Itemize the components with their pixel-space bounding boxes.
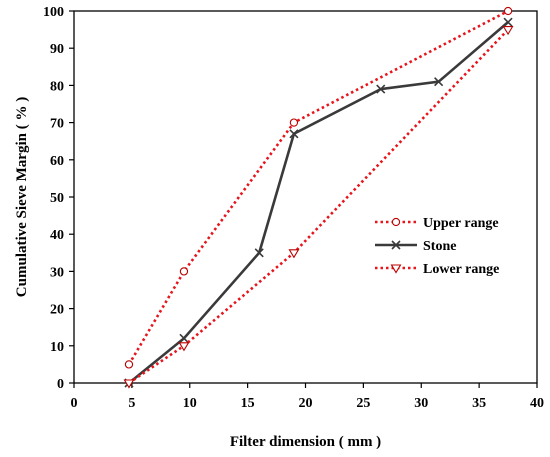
y-tick-label-80: 80 — [50, 79, 64, 94]
legend-marker-upper-range — [391, 217, 401, 227]
legend-label-upper-range: Upper range — [423, 216, 499, 231]
y-tick-label-40: 40 — [50, 228, 64, 243]
marker-upper-range-0 — [124, 360, 134, 369]
marker-lower-range-0 — [123, 379, 135, 389]
y-tick-label-70: 70 — [50, 117, 64, 132]
legend-marker-stone — [391, 240, 401, 250]
x-tick-label-15: 15 — [241, 396, 255, 411]
y-tick-label-60: 60 — [50, 154, 64, 169]
y-tick-label-10: 10 — [50, 340, 64, 355]
marker-upper-range-1 — [179, 267, 189, 276]
x-tick-label-10: 10 — [183, 396, 197, 411]
legend-label-lower-range: Lower range — [423, 262, 499, 277]
marker-stone-4 — [376, 84, 386, 94]
marker-stone-2 — [254, 248, 264, 258]
x-tick-label-0: 0 — [71, 396, 78, 411]
marker-upper-range-2 — [289, 118, 299, 127]
marker-lower-range-3 — [502, 26, 514, 36]
y-tick-label-20: 20 — [50, 303, 64, 318]
plot-area: 0 5 10 15 20 25 30 35 40 0 10 20 30 40 50 60 70 80 90 100 Up… — [43, 5, 544, 411]
y-tick-label-0: 0 — [57, 377, 64, 392]
marker-stone-3 — [289, 129, 299, 139]
x-tick-label-25: 25 — [356, 396, 370, 411]
legend-label-stone: Stone — [423, 239, 456, 254]
plot-frame — [73, 10, 538, 384]
legend-marker-lower-range — [390, 264, 402, 274]
x-tick-label-20: 20 — [299, 396, 313, 411]
series-line-stone — [128, 21, 509, 385]
x-tick-label-40: 40 — [530, 396, 544, 411]
x-tick-label-5: 5 — [128, 396, 135, 411]
marker-stone-5 — [434, 77, 444, 87]
x-axis-title: Filter dimension ( mm ) — [230, 434, 381, 450]
x-tick-label-30: 30 — [414, 396, 428, 411]
y-tick-label-50: 50 — [50, 191, 64, 206]
marker-stone-6 — [503, 17, 513, 27]
y-tick-label-100: 100 — [43, 5, 64, 20]
y-tick-label-30: 30 — [50, 265, 64, 280]
y-axis-title: Cumulative Sieve Margin ( % ) — [14, 97, 30, 297]
marker-lower-range-1 — [178, 342, 190, 352]
marker-stone-1 — [179, 333, 189, 343]
marker-upper-range-3 — [503, 6, 513, 16]
marker-lower-range-2 — [288, 249, 300, 259]
y-tick-label-90: 90 — [50, 42, 64, 57]
x-tick-label-35: 35 — [472, 396, 486, 411]
series-line-upper-range — [127, 9, 509, 366]
series-line-lower-range — [128, 28, 510, 385]
